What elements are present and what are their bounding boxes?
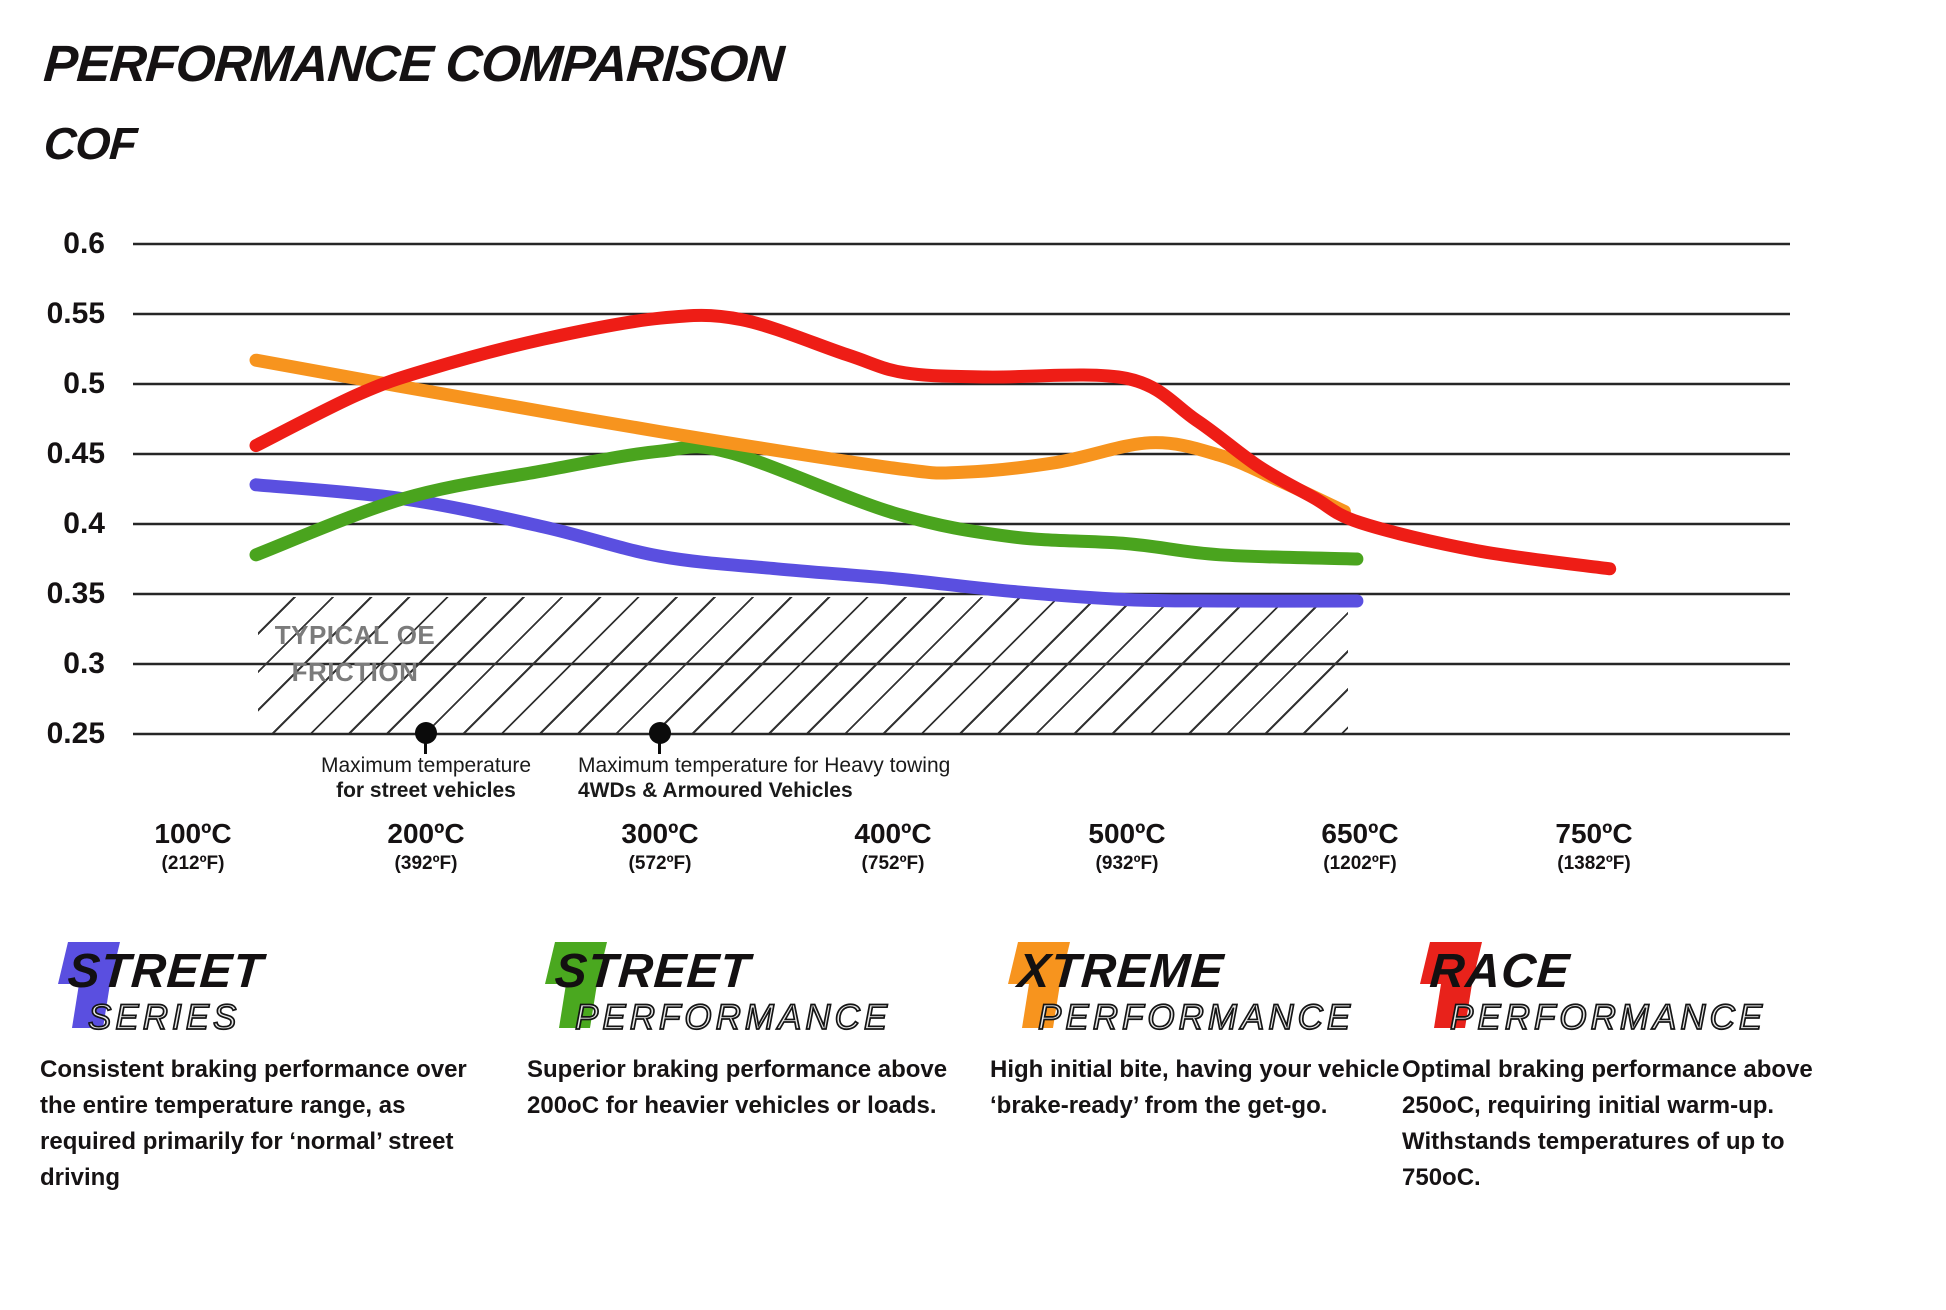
y-tick-0.45: 0.45	[46, 437, 105, 470]
bolt-top	[545, 942, 607, 984]
x-tick-500c: 500ºC (932ºF)	[1027, 818, 1227, 875]
x-tick-celsius: 100ºC	[154, 818, 232, 849]
legend-street-performance: STREET PERFORMANCE Superior braking perf…	[527, 940, 989, 1280]
x-tick-400c: 400ºC (752ºF)	[793, 818, 993, 875]
x-tick-300c: 300ºC (572ºF)	[560, 818, 760, 875]
brand-word2: PERFORMANCE	[1449, 997, 1767, 1038]
bolt-top	[58, 942, 120, 984]
x-tick-200c: 200ºC (392ºF)	[326, 818, 526, 875]
street-series-bolt-icon	[58, 942, 120, 1028]
street-performance-bolt-icon	[545, 942, 607, 1028]
race-performance-bolt-icon	[1420, 942, 1482, 1028]
annotation-line-bold: 4WDs & Armoured Vehicles	[578, 779, 853, 802]
legend-race-performance: RACE PERFORMANCE Optimal braking perform…	[1402, 940, 1864, 1280]
curve-race-performance	[249, 308, 1617, 576]
x-tick-fahrenheit: (392ºF)	[394, 853, 458, 874]
x-tick-celsius: 400ºC	[854, 818, 932, 849]
legend-xtreme-performance: XTREME PERFORMANCE High initial bite, ha…	[990, 940, 1452, 1280]
oe-label-line1: TYPICAL OE	[274, 620, 436, 650]
y-tick-0.25: 0.25	[46, 717, 105, 750]
xtreme-performance-bolt-icon	[1008, 942, 1070, 1028]
y-tick-0.5: 0.5	[63, 367, 105, 400]
x-tick-fahrenheit: (1382ºF)	[1557, 853, 1631, 874]
x-tick-fahrenheit: (212ºF)	[161, 853, 225, 874]
typical-oe-friction-band	[258, 597, 1348, 733]
bolt-top	[1420, 942, 1482, 984]
x-tick-100c: 100ºC (212ºF)	[93, 818, 293, 875]
curve-xtreme-performance	[249, 353, 1351, 518]
x-tick-fahrenheit: (1202ºF)	[1323, 853, 1397, 874]
y-tick-0.55: 0.55	[46, 297, 105, 330]
brand-word2: PERFORMANCE	[1037, 997, 1355, 1038]
max-temp-street-stem	[424, 733, 427, 754]
x-tick-celsius: 200ºC	[387, 818, 465, 849]
brand-description: High initial bite, having your vehicle ‘…	[990, 1056, 1400, 1119]
x-tick-celsius: 750ºC	[1555, 818, 1633, 849]
x-tick-fahrenheit: (752ºF)	[861, 853, 925, 874]
bolt-tab	[1434, 984, 1472, 1028]
max-temp-towing-stem	[658, 733, 661, 754]
annotation-line-bold: for street vehicles	[336, 779, 516, 802]
annotation-heavy-towing: Maximum temperature for Heavy towing 4WD…	[578, 753, 1098, 803]
curve-street-series	[249, 478, 1364, 608]
bolt-tab	[1022, 984, 1060, 1028]
x-tick-fahrenheit: (932ºF)	[1095, 853, 1159, 874]
brand-description: Superior braking performance above 200oC…	[527, 1056, 948, 1119]
bolt-top	[1008, 942, 1070, 984]
y-tick-0.4: 0.4	[63, 507, 105, 540]
brand-word2: PERFORMANCE	[574, 997, 892, 1038]
x-tick-celsius: 650ºC	[1321, 818, 1399, 849]
typical-oe-friction-label: TYPICAL OE FRICTION	[255, 617, 455, 691]
x-tick-celsius: 500ºC	[1088, 818, 1166, 849]
x-tick-celsius: 300ºC	[621, 818, 699, 849]
annotation-line: Maximum temperature for Heavy towing	[578, 754, 951, 777]
brand-description: Consistent braking performance over the …	[40, 1056, 467, 1191]
annotation-line: Maximum temperature	[320, 754, 532, 777]
y-tick-0.3: 0.3	[63, 647, 105, 680]
curve-street-performance	[249, 440, 1364, 566]
y-tick-0.35: 0.35	[46, 577, 105, 610]
oe-label-line2: FRICTION	[291, 657, 419, 687]
x-tick-fahrenheit: (572ºF)	[628, 853, 692, 874]
legend-street-series: STREET SERIES Consistent braking perform…	[40, 940, 502, 1280]
y-tick-0.6: 0.6	[63, 227, 105, 260]
x-tick-650c: 650ºC (1202ºF)	[1260, 818, 1460, 875]
bolt-tab	[72, 984, 110, 1028]
brand-word2: SERIES	[87, 997, 241, 1038]
annotation-street-vehicles: Maximum temperature for street vehicles	[266, 753, 586, 803]
bolt-tab	[559, 984, 597, 1028]
brand-description: Optimal braking performance above 250oC,…	[1402, 1056, 1813, 1191]
x-tick-750c: 750ºC (1382ºF)	[1494, 818, 1694, 875]
